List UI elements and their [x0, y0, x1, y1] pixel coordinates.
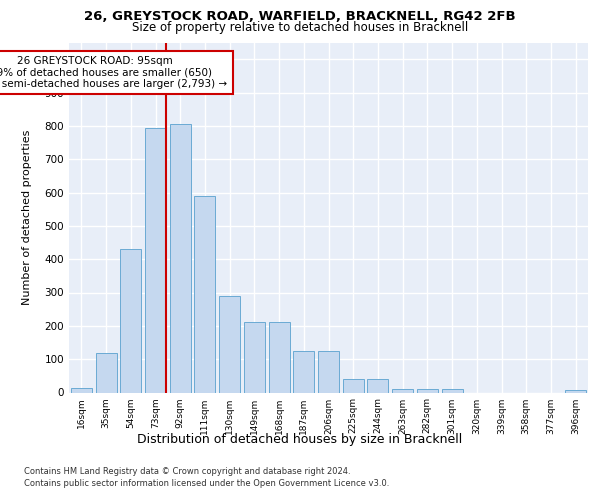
Text: Distribution of detached houses by size in Bracknell: Distribution of detached houses by size …: [137, 432, 463, 446]
Bar: [219, 296, 240, 392]
Bar: [417, 388, 438, 392]
Y-axis label: Number of detached properties: Number of detached properties: [22, 130, 32, 305]
Bar: [318, 351, 339, 393]
Bar: [565, 390, 586, 392]
Bar: [120, 249, 141, 392]
Bar: [95, 352, 116, 393]
Bar: [293, 351, 314, 393]
Bar: [392, 388, 413, 392]
Bar: [269, 322, 290, 392]
Bar: [194, 196, 215, 392]
Bar: [71, 388, 92, 392]
Text: 26 GREYSTOCK ROAD: 95sqm
← 19% of detached houses are smaller (650)
81% of semi-: 26 GREYSTOCK ROAD: 95sqm ← 19% of detach…: [0, 56, 227, 89]
Bar: [367, 379, 388, 392]
Bar: [343, 379, 364, 392]
Bar: [244, 322, 265, 392]
Text: Contains HM Land Registry data © Crown copyright and database right 2024.: Contains HM Land Registry data © Crown c…: [24, 468, 350, 476]
Bar: [442, 388, 463, 392]
Bar: [170, 124, 191, 392]
Text: Contains public sector information licensed under the Open Government Licence v3: Contains public sector information licen…: [24, 479, 389, 488]
Text: Size of property relative to detached houses in Bracknell: Size of property relative to detached ho…: [132, 21, 468, 34]
Text: 26, GREYSTOCK ROAD, WARFIELD, BRACKNELL, RG42 2FB: 26, GREYSTOCK ROAD, WARFIELD, BRACKNELL,…: [84, 10, 516, 23]
Bar: [145, 128, 166, 392]
